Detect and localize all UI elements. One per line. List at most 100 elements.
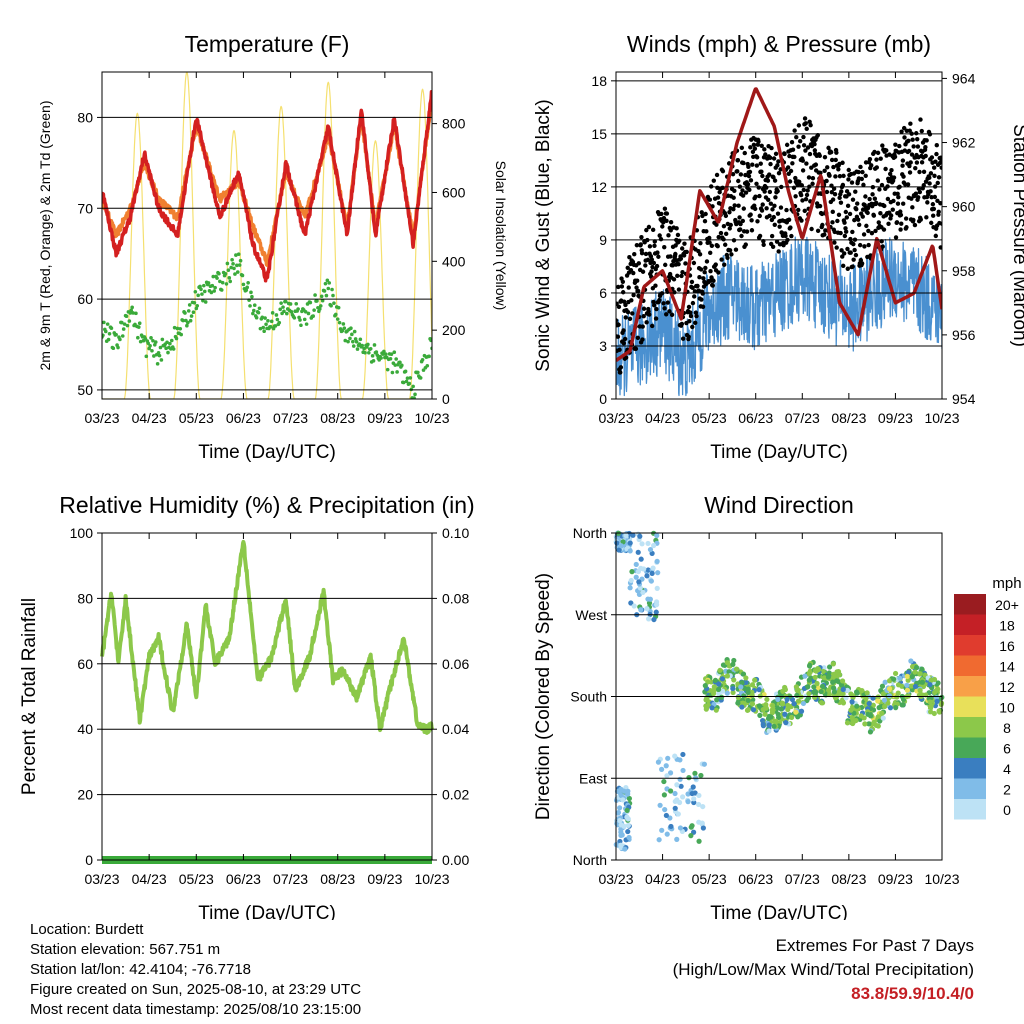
- direction-point: [689, 823, 695, 829]
- direction-point: [782, 711, 788, 717]
- dewpoint-point: [120, 320, 124, 325]
- gust-point: [715, 244, 720, 249]
- direction-point: [853, 717, 859, 724]
- winds-y2-tick-label: 960: [952, 199, 976, 215]
- gust-point: [697, 275, 702, 280]
- gust-point: [623, 302, 628, 308]
- gust-point: [895, 201, 901, 206]
- winds-y2-tick-label: 964: [952, 70, 976, 86]
- gust-point: [632, 251, 637, 257]
- gust-point: [618, 365, 624, 370]
- gust-point: [661, 215, 667, 221]
- gust-point: [810, 176, 816, 181]
- gust-point: [888, 213, 894, 218]
- direction-point: [730, 689, 736, 696]
- gust-point: [840, 160, 845, 165]
- humidity-y2-tick-label: 0.06: [442, 656, 469, 672]
- wind-speed-line: [616, 236, 942, 397]
- gust-point: [740, 188, 745, 193]
- gust-point: [700, 291, 705, 296]
- direction-point: [627, 548, 633, 554]
- dewpoint-point: [368, 346, 373, 351]
- gust-point: [830, 209, 835, 215]
- gust-point: [880, 244, 885, 249]
- gust-point: [651, 260, 657, 266]
- gust-point: [796, 144, 801, 149]
- gust-point: [879, 182, 885, 188]
- gust-point: [698, 267, 704, 272]
- gust-point: [768, 201, 774, 206]
- gust-point: [925, 200, 930, 205]
- dewpoint-point: [299, 323, 303, 328]
- dewpoint-point: [188, 318, 193, 323]
- gust-point: [723, 213, 729, 219]
- gust-point: [861, 232, 867, 237]
- direction-point: [691, 799, 697, 806]
- direction-point: [719, 688, 726, 694]
- dewpoint-point: [102, 333, 105, 338]
- direction-point: [738, 684, 744, 690]
- direction-point: [752, 677, 758, 683]
- gust-point: [872, 196, 878, 201]
- direction-point: [934, 698, 940, 704]
- temperature-y-label: 2m & 9m T (Red, Orange) & 2m Td (Green): [37, 101, 53, 371]
- dewpoint-point: [296, 307, 300, 311]
- dewpoint-point: [331, 293, 335, 298]
- dewpoint-point: [362, 346, 366, 351]
- direction-point: [826, 687, 832, 693]
- gust-point: [643, 251, 649, 257]
- direction-point: [908, 658, 914, 664]
- gust-point: [727, 210, 732, 215]
- gust-point: [640, 324, 645, 329]
- dewpoint-point: [350, 332, 354, 337]
- gust-point: [909, 196, 914, 201]
- gust-point: [852, 247, 857, 253]
- direction-point: [862, 721, 868, 727]
- gust-point: [896, 194, 901, 200]
- gust-point: [829, 189, 835, 195]
- gust-point: [919, 128, 924, 134]
- gust-point: [625, 309, 631, 315]
- gust-point: [804, 161, 809, 166]
- gust-point: [784, 207, 789, 213]
- gust-point: [750, 162, 755, 167]
- dewpoint-point: [382, 349, 386, 354]
- gust-point: [863, 173, 868, 178]
- gust-point: [844, 215, 850, 220]
- humidity-y-tick-label: 20: [77, 787, 93, 803]
- gust-point: [616, 334, 621, 339]
- gust-point: [718, 230, 724, 236]
- direction-point: [771, 723, 777, 729]
- gust-point: [738, 172, 744, 177]
- dewpoint-point: [425, 363, 430, 368]
- gust-point: [668, 254, 673, 259]
- gust-point: [789, 233, 794, 239]
- direction-point: [873, 722, 880, 729]
- direction-x-tick-label: 09/23: [878, 871, 913, 887]
- gust-point: [711, 178, 716, 183]
- dewpoint-point: [278, 307, 283, 312]
- direction-x-label: Time (Day/UTC): [710, 903, 848, 920]
- direction-point: [893, 705, 899, 711]
- dewpoint-point: [395, 370, 399, 374]
- gust-point: [649, 269, 654, 274]
- dewpoint-point: [292, 316, 297, 320]
- direction-point: [709, 705, 715, 711]
- gust-point: [616, 284, 621, 290]
- direction-point: [880, 691, 886, 697]
- direction-point: [879, 683, 886, 689]
- direction-point: [780, 701, 786, 707]
- gust-point: [700, 213, 705, 219]
- direction-point: [795, 698, 802, 704]
- direction-x-tick-label: 10/23: [924, 871, 959, 887]
- gust-point: [708, 250, 713, 256]
- gust-point: [915, 136, 920, 142]
- gust-point: [854, 207, 859, 212]
- direction-point: [919, 679, 926, 685]
- dewpoint-point: [374, 350, 379, 354]
- direction-point: [821, 675, 827, 681]
- gust-point: [721, 237, 726, 242]
- gust-point: [753, 206, 758, 212]
- dewpoint-point: [354, 339, 359, 344]
- gust-point: [677, 238, 682, 244]
